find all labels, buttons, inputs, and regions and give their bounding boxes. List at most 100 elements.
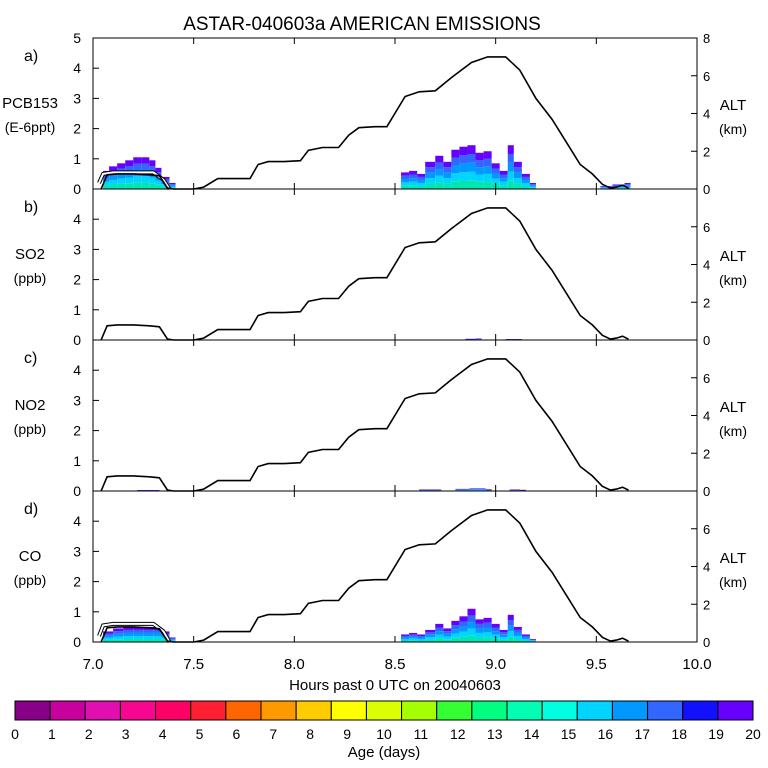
- age-band: [483, 632, 492, 638]
- age-band: [499, 185, 508, 189]
- age-band: [149, 177, 156, 184]
- right-tick-label: 4: [703, 258, 710, 273]
- age-band: [401, 640, 410, 642]
- age-band: [169, 185, 176, 187]
- age-band: [141, 182, 150, 189]
- age-band: [483, 151, 492, 159]
- age-band: [459, 631, 468, 637]
- left-tick-label: 0: [73, 634, 81, 650]
- age-band: [409, 632, 418, 635]
- age-band: [509, 489, 520, 490]
- left-tick-label: 2: [73, 272, 81, 288]
- age-band: [467, 145, 476, 154]
- age-band: [443, 633, 452, 637]
- age-band: [612, 184, 625, 186]
- age-band: [507, 145, 514, 154]
- age-band: [459, 155, 468, 164]
- age-band: [499, 181, 508, 186]
- colorbar-tick-label: 2: [85, 726, 93, 742]
- x-tick-label: 7.5: [183, 656, 204, 673]
- age-band: [435, 489, 442, 491]
- age-band: [103, 633, 114, 636]
- colorbar-swatch: [155, 700, 192, 721]
- panel-letter: b): [24, 199, 38, 216]
- age-band: [117, 163, 126, 169]
- age-band: [109, 184, 118, 189]
- age-band: [425, 161, 436, 168]
- right-tick-label: 2: [703, 295, 710, 310]
- colorbar-swatch: [260, 700, 297, 721]
- age-band: [467, 162, 476, 172]
- colorbar-swatch: [365, 700, 403, 721]
- age-band: [485, 489, 492, 491]
- left-tick-label: 1: [73, 604, 81, 620]
- colorbar-swatch: [471, 700, 508, 721]
- panel-species-label: SO2: [15, 246, 45, 263]
- age-band: [475, 628, 484, 633]
- right-tick-label: 8: [703, 31, 710, 46]
- age-band: [521, 176, 530, 180]
- age-band: [483, 637, 492, 642]
- colorbar-tick-label: 20: [745, 726, 761, 742]
- age-band: [113, 633, 124, 637]
- age-band: [409, 170, 418, 175]
- age-band: [417, 640, 426, 642]
- left-tick-label: 1: [73, 151, 81, 167]
- right-tick-label: 6: [703, 220, 710, 235]
- age-band: [475, 152, 484, 161]
- age-band: [161, 176, 170, 180]
- age-band: [600, 187, 613, 189]
- colorbar-tick-label: 16: [598, 726, 614, 742]
- age-band: [459, 616, 468, 622]
- age-band: [133, 632, 144, 636]
- age-band: [417, 638, 426, 641]
- age-band: [451, 157, 460, 166]
- age-band: [513, 183, 522, 189]
- age-band: [475, 632, 484, 638]
- age-band: [133, 635, 144, 639]
- age-band: [143, 635, 154, 639]
- age-band: [435, 155, 444, 163]
- age-band: [109, 166, 118, 171]
- age-band: [529, 185, 536, 187]
- age-band: [499, 629, 508, 633]
- age-band: [529, 182, 536, 185]
- age-band: [507, 620, 514, 626]
- age-band: [103, 181, 110, 186]
- age-band: [123, 638, 134, 642]
- age-band: [133, 629, 144, 633]
- right-tick-label: 6: [703, 522, 710, 537]
- age-band: [409, 638, 418, 641]
- age-band: [435, 175, 444, 183]
- age-band: [103, 631, 114, 634]
- age-band: [409, 178, 418, 182]
- age-band: [133, 163, 142, 170]
- age-band: [507, 614, 514, 621]
- age-band: [509, 489, 520, 491]
- right-tick-label: 4: [703, 409, 710, 424]
- chart-title: ASTAR-040603a AMERICAN EMISSIONS: [183, 14, 541, 35]
- age-band: [149, 160, 156, 167]
- age-band: [521, 640, 530, 642]
- age-band: [529, 186, 536, 188]
- age-band: [123, 635, 134, 639]
- colorbar-swatch: [576, 700, 613, 721]
- age-band: [499, 174, 508, 179]
- age-band: [417, 635, 426, 638]
- age-band: [491, 163, 500, 169]
- colorbar-swatch: [682, 700, 719, 721]
- age-band: [169, 184, 176, 186]
- x-tick-label: 8.5: [385, 656, 406, 673]
- age-band: [425, 167, 436, 173]
- age-band: [125, 177, 134, 184]
- age-band: [483, 617, 492, 623]
- age-band: [443, 161, 452, 168]
- age-band: [529, 187, 536, 189]
- colorbar-swatch: [84, 700, 121, 721]
- age-band: [161, 639, 170, 642]
- left-tick-label: 3: [73, 90, 81, 106]
- age-band: [125, 160, 134, 167]
- age-band: [467, 180, 476, 189]
- age-band: [113, 628, 124, 632]
- age-band: [409, 174, 418, 179]
